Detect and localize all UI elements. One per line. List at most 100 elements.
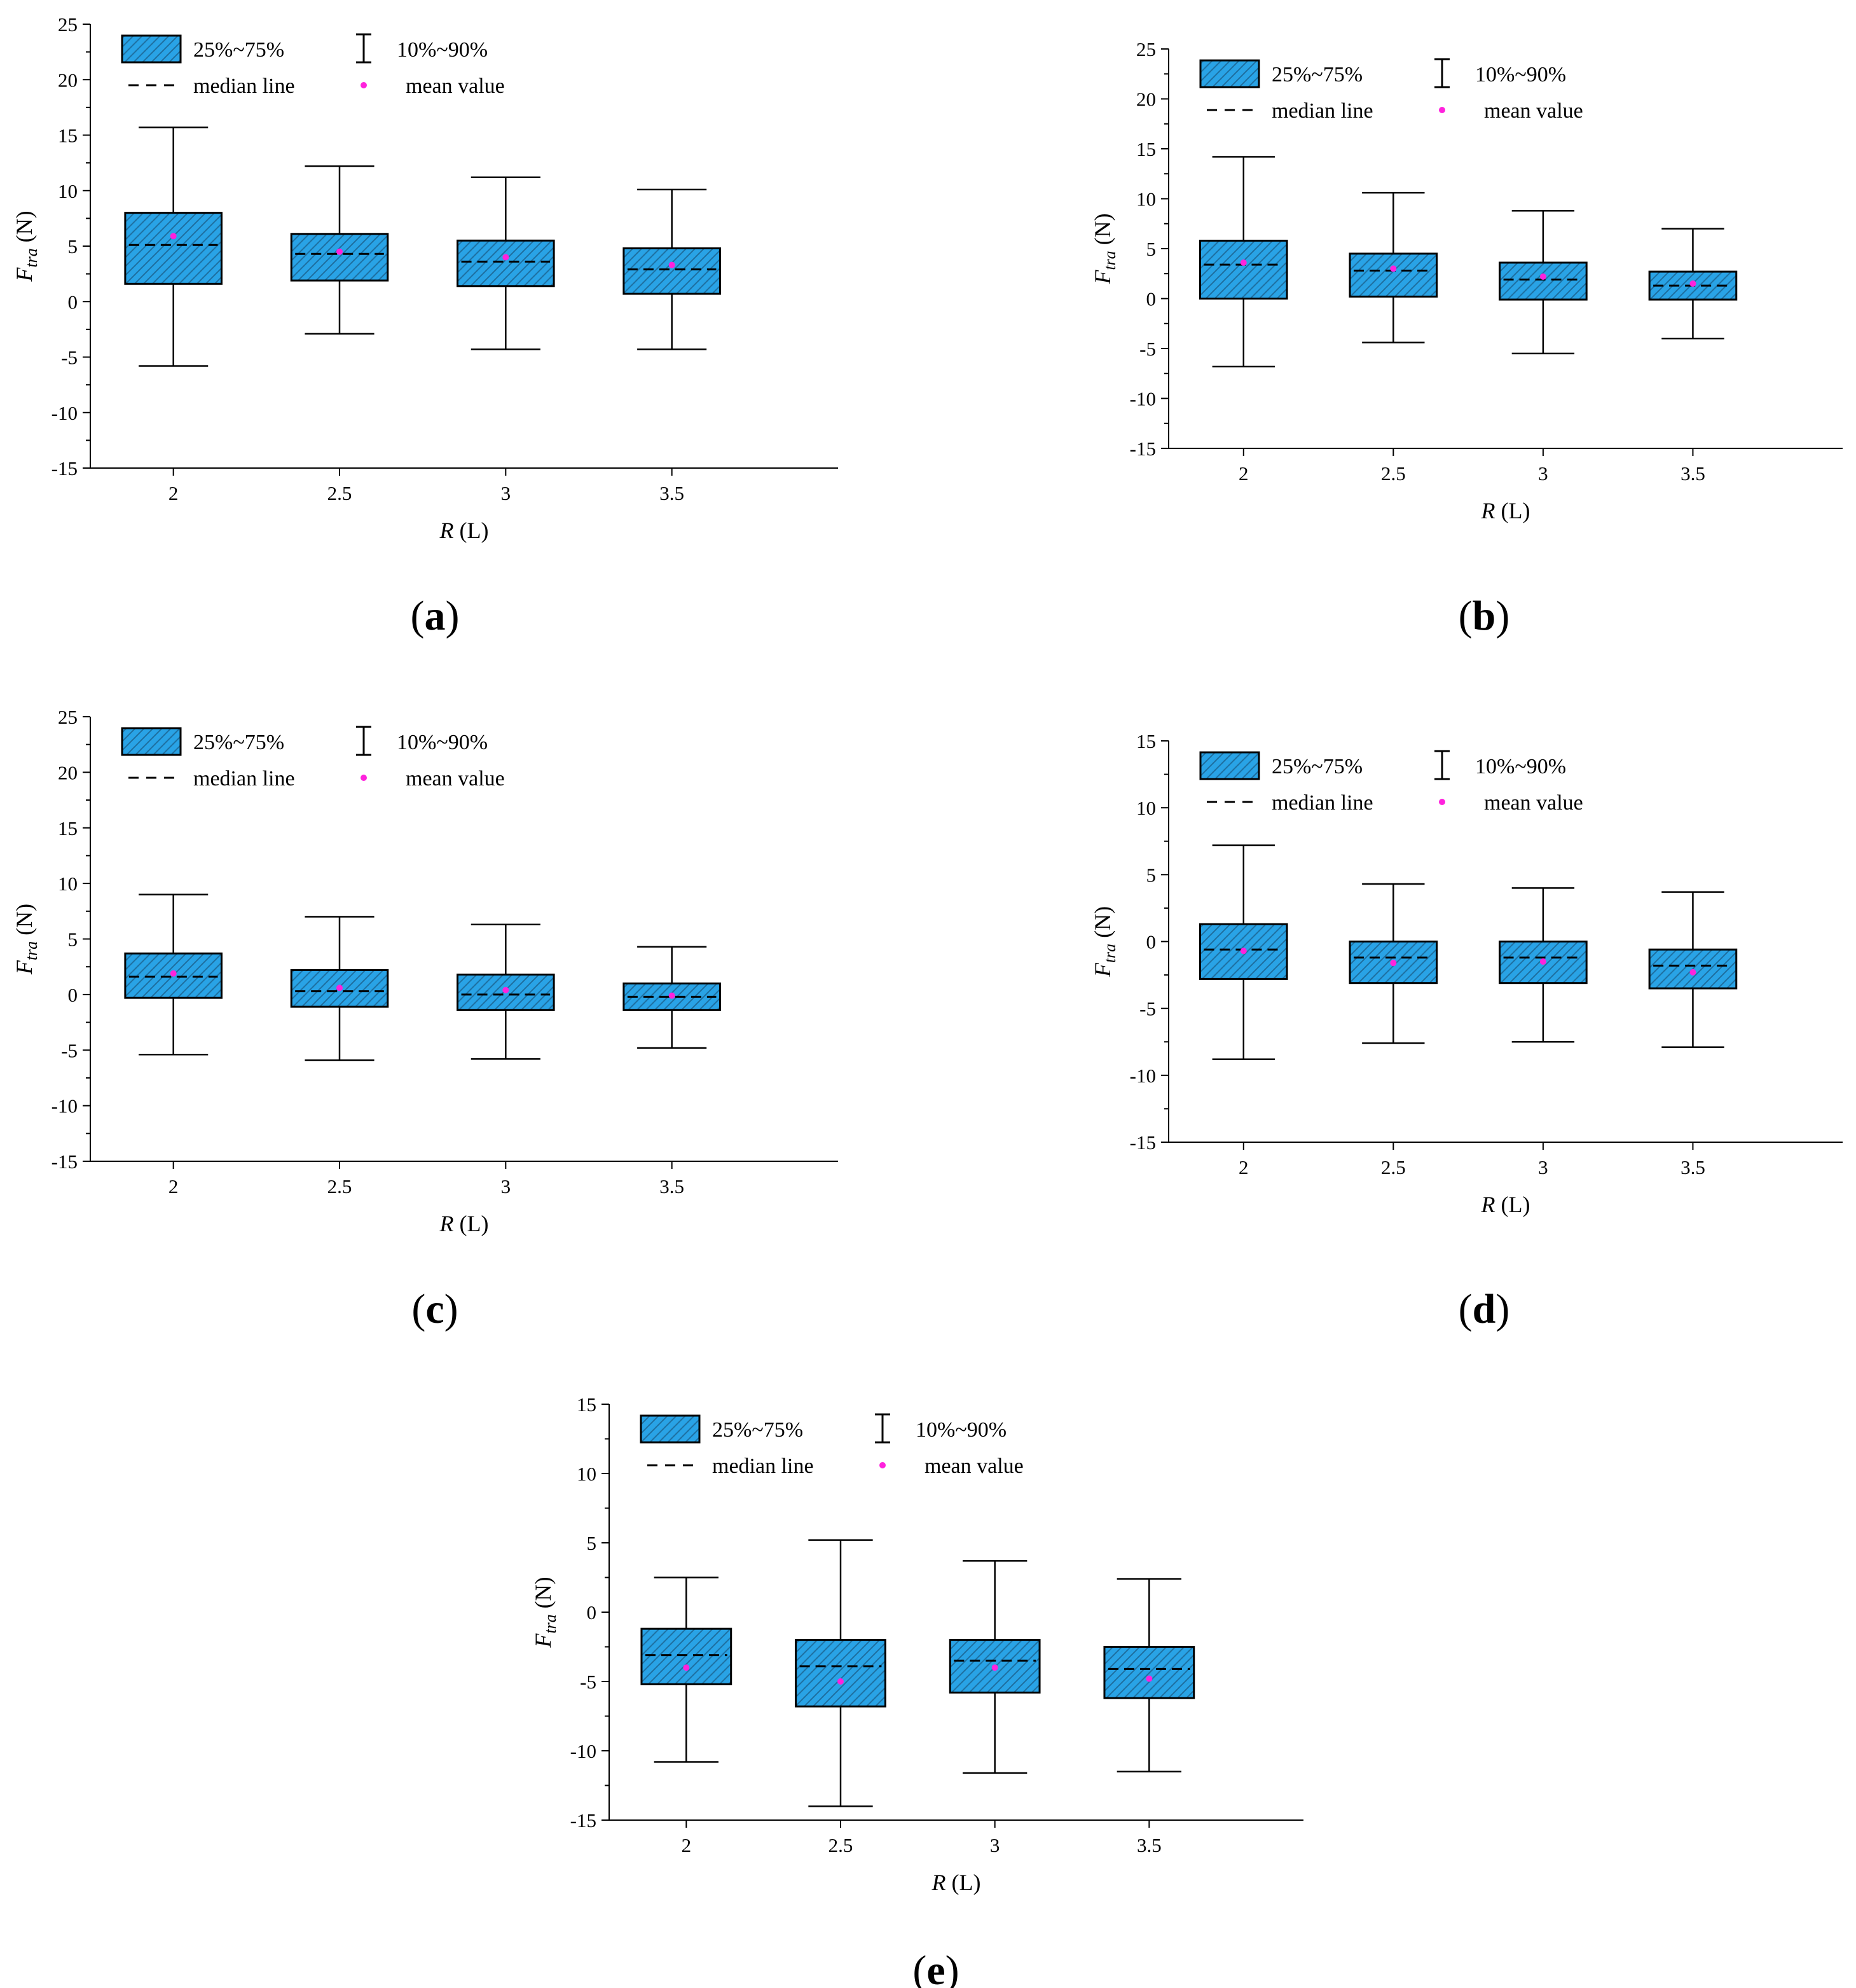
box-2.5 [795,1539,886,1807]
y-tick-label: -5 [1139,998,1156,1020]
x-tick-label: 2 [168,482,179,504]
mean-point [668,261,675,268]
y-axis-title: Ftra (N) [530,1577,560,1648]
legend-median-label: median line [1272,791,1373,815]
legend: 25%~75% median line 10%~90% mean value [121,726,505,790]
legend-mean-swatch [1439,107,1445,113]
legend-mean-label: mean value [406,767,505,790]
legend-mean-label: mean value [1484,99,1583,123]
iqr-box [640,1627,732,1685]
box-2 [124,127,223,367]
mean-point [1539,958,1546,965]
y-tick-label: 25 [1136,38,1156,60]
iqr-box [795,1639,886,1708]
iqr-box [1349,252,1438,298]
x-axis-title: R (L) [1481,1192,1530,1217]
x-tick-label: 2 [682,1834,692,1856]
legend-whisker-label: 10%~90% [397,731,488,754]
iqr-box [457,973,555,1011]
y-tick-label: 10 [58,180,78,202]
y-tick-label: 5 [587,1532,597,1554]
chart-panel-e: -15 -10 -5 0 5 10 15 2 2.5 3 3.5 R (L) Ftra (N) 25%~7… [530,1393,1303,1988]
x-tick-label: 3 [501,482,511,504]
mean-point [1390,265,1397,272]
y-tick-label: -15 [52,1150,78,1173]
x-tick-label: 3 [990,1834,1000,1856]
mean-point [1390,960,1397,967]
panel-caption: (d) [1459,1286,1510,1332]
y-tick-label: 0 [68,291,78,313]
iqr-box [1499,261,1588,301]
y-tick-label: 15 [58,817,78,839]
y-tick-label: 15 [1136,730,1156,752]
y-tick-label: 15 [58,125,78,147]
y-tick-label: -15 [52,457,78,480]
legend-box-swatch [1199,751,1260,780]
y-axis-title: Ftra (N) [11,211,41,282]
mean-point [1539,273,1546,280]
y-tick-label: 15 [1136,138,1156,160]
legend-mean-label: mean value [1484,791,1583,815]
legend-box-label: 25%~75% [1272,755,1363,778]
x-tick-label: 2.5 [1381,462,1406,485]
y-tick-label: 20 [1136,88,1156,111]
legend: 25%~75% median line 10%~90% mean value [1199,58,1583,123]
legend-whisker-label: 10%~90% [916,1418,1007,1442]
box-2.5 [290,165,389,335]
x-tick-label: 3 [501,1175,511,1198]
y-tick-label: 20 [58,761,78,783]
panel-caption: (c) [411,1286,458,1332]
box-2.5 [290,916,389,1061]
y-tick-label: 20 [58,69,78,91]
y-tick-label: 5 [68,235,78,258]
mean-point [1240,259,1247,266]
box-3.5 [1103,1578,1195,1772]
y-axis-title: Ftra (N) [1090,906,1119,977]
chart-panel-a: -15 -10 -5 0 5 10 15 20 25 2 2.5 3 3.5 R (L) Ftra (N) 2… [11,13,838,639]
y-tick-label: -10 [1130,388,1156,410]
y-tick-label: 0 [1146,931,1157,953]
legend-box-swatch [640,1414,701,1444]
x-tick-label: 3.5 [1137,1834,1162,1856]
x-tick-label: 2.5 [327,1175,352,1198]
y-tick-label: 25 [58,706,78,728]
iqr-box [622,247,721,295]
y-tick-label: 0 [68,984,78,1006]
legend-box-label: 25%~75% [193,731,284,754]
y-tick-label: -15 [570,1809,596,1832]
legend-box-label: 25%~75% [193,38,284,62]
legend-median-label: median line [193,74,295,98]
y-axis-title: Ftra (N) [11,904,41,975]
x-tick-label: 2 [168,1175,179,1198]
x-tick-label: 2.5 [1381,1156,1406,1178]
y-tick-label: 0 [587,1601,597,1624]
mean-point [1689,280,1696,287]
chart-panel-d: -15 -10 -5 0 5 10 15 2 2.5 3 3.5 R (L) Ftra (N) 25%~7… [1090,730,1843,1332]
x-tick-label: 2.5 [828,1834,853,1856]
mean-point [837,1678,844,1685]
y-axis-title: Ftra (N) [1090,213,1119,284]
mean-point [991,1664,998,1671]
panel-caption: (e) [912,1947,959,1988]
iqr-box [457,239,555,287]
y-tick-label: -10 [52,1095,78,1117]
y-tick-label: -15 [1130,438,1156,460]
legend-median-label: median line [193,767,295,790]
legend-mean-swatch [1439,799,1445,805]
y-tick-label: 10 [1136,797,1156,819]
iqr-box [1103,1646,1195,1699]
iqr-box [124,212,223,285]
y-tick-label: 5 [1146,238,1157,260]
box-2 [1199,844,1288,1060]
legend-mean-label: mean value [406,74,505,98]
y-tick-label: -10 [1130,1065,1156,1087]
box-2 [640,1577,732,1763]
legend-median-label: median line [1272,99,1373,123]
y-tick-label: 0 [1146,288,1157,310]
y-tick-label: 5 [1146,864,1157,886]
box-3 [949,1560,1041,1774]
y-tick-label: -5 [1139,338,1156,360]
legend-whisker-label: 10%~90% [397,38,488,62]
iqr-box [290,233,389,282]
y-tick-label: 10 [1136,188,1156,211]
